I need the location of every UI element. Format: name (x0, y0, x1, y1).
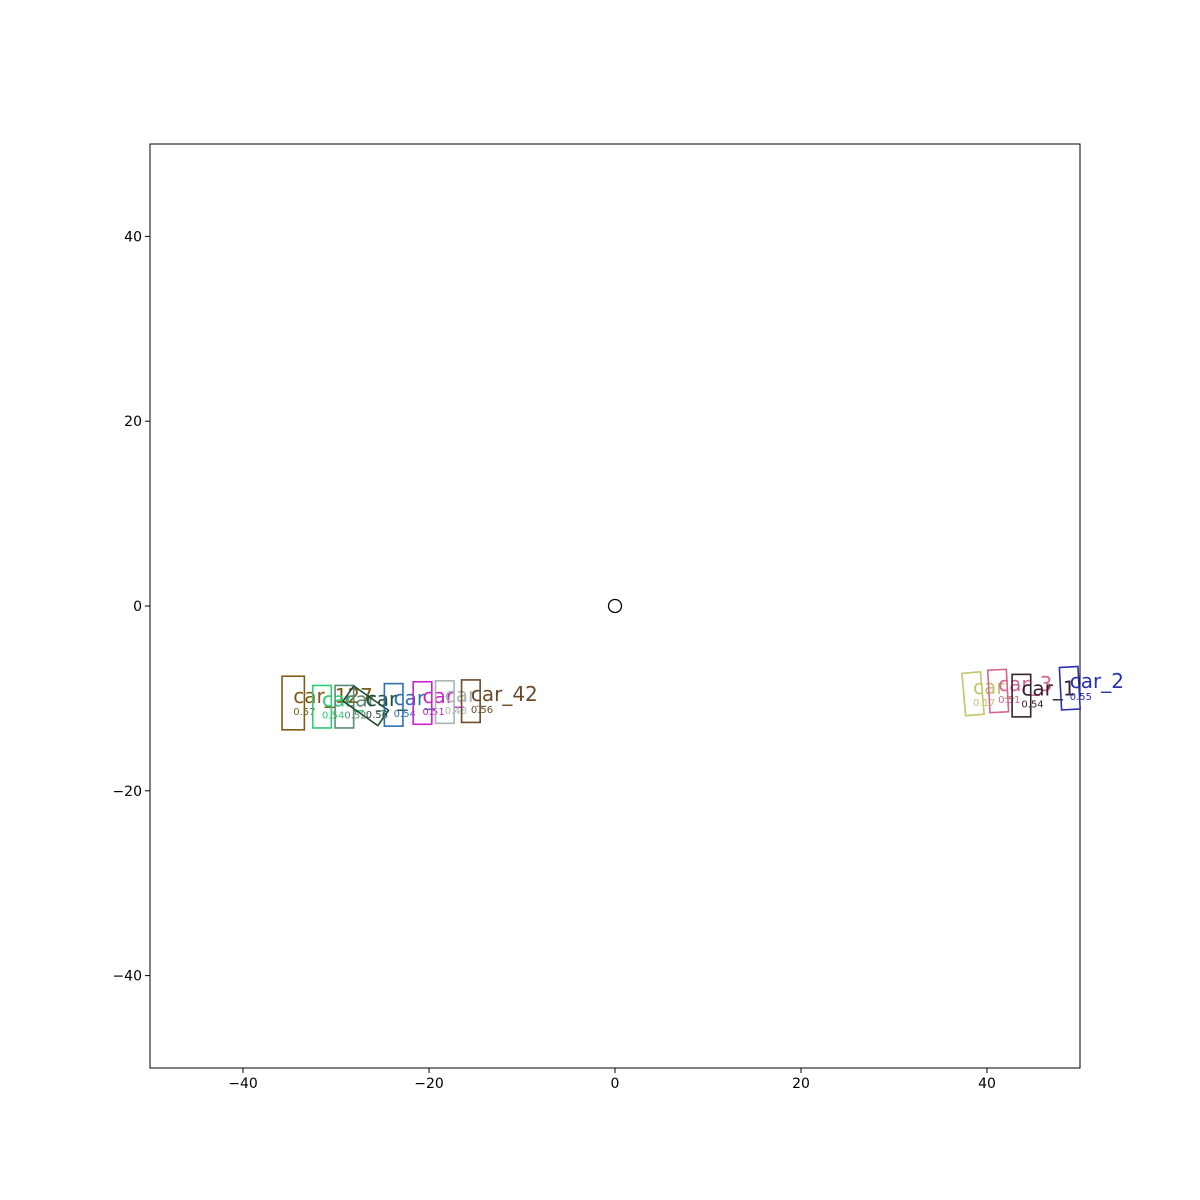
y-tick-label: 40 (124, 229, 142, 245)
x-tick-label: −40 (228, 1076, 258, 1092)
object-box (383, 682, 404, 727)
object-box-group: car_0.54 (311, 684, 365, 729)
object-box-group: car_0.54 (383, 682, 436, 727)
object-score: 0.17 (973, 698, 995, 709)
x-tick-label: −20 (414, 1076, 444, 1092)
ego-marker-group (607, 598, 623, 614)
ego-marker (607, 598, 623, 614)
object-score: 0.51 (422, 707, 444, 718)
object-box-group: car_20.55 (1058, 665, 1124, 711)
object-label: car_127 (293, 684, 373, 708)
object-label: car_3 (998, 672, 1052, 696)
y-tick-label: −40 (112, 969, 142, 985)
object-label: car_2 (1070, 669, 1124, 693)
object-box-group: car_420.56 (460, 679, 538, 724)
object-box (1011, 673, 1032, 718)
x-tick-label: 40 (978, 1076, 996, 1092)
object-score: 0.56 (366, 710, 388, 721)
y-tick-label: 0 (133, 599, 142, 615)
detected-objects: car_1270.57car_0.54car_0.52car_0.56car_0… (281, 665, 1124, 731)
object-score: 0.54 (394, 709, 416, 720)
object-label: car_1 (1021, 677, 1075, 701)
object-label: car_ (366, 687, 408, 711)
object-score: 0.51 (998, 695, 1020, 706)
object-box (341, 684, 390, 727)
object-box (986, 668, 1010, 714)
object-label: car_ (422, 684, 464, 708)
x-tick-label: 20 (792, 1076, 810, 1092)
object-score: 0.55 (1070, 692, 1092, 703)
object-box (412, 680, 433, 726)
object-box (334, 684, 355, 729)
object-score: 0.48 (445, 706, 467, 717)
x-tick-label: 0 (611, 1076, 620, 1092)
object-score: 0.54 (322, 711, 344, 722)
object-box (311, 684, 333, 729)
object-score: 0.57 (293, 707, 315, 718)
object-score: 0.56 (471, 705, 493, 716)
object-score: 0.52 (344, 711, 366, 722)
object-box (1058, 665, 1082, 711)
plot-frame (149, 143, 1081, 1069)
object-box (281, 675, 306, 731)
object-box (961, 670, 986, 717)
object-label: car_ (394, 686, 436, 710)
object-box-group: car_30.51 (986, 668, 1052, 714)
object-score: 0.54 (1021, 700, 1043, 711)
y-tick-label: 20 (124, 414, 142, 430)
axis-ticks: −40 −20 0 20 40 −40 −20 0 20 40 (112, 229, 995, 1092)
y-tick-label: −20 (112, 784, 142, 800)
object-box-group: car_0.56 (341, 684, 408, 727)
object-box (460, 679, 481, 724)
object-box-group: car_0.51 (412, 680, 465, 726)
object-label: car_42 (471, 682, 538, 706)
object-box (434, 680, 455, 725)
object-box-group: car_10.54 (1011, 673, 1076, 718)
